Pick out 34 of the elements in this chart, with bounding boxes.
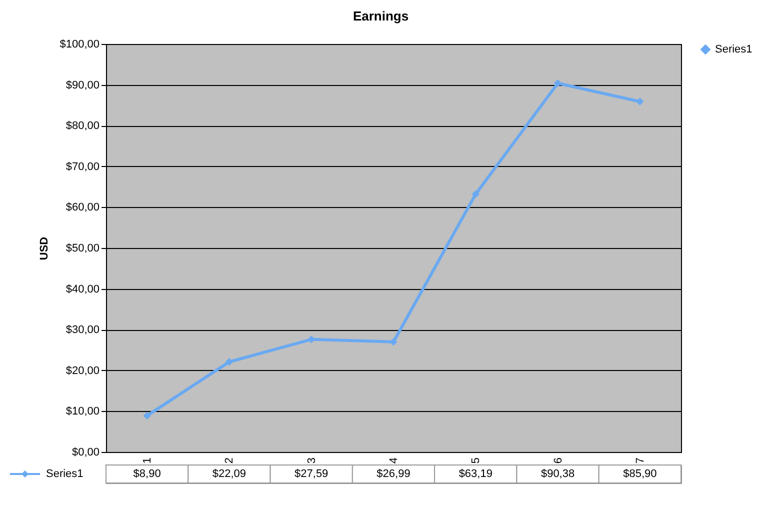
data-label: $27,59 — [294, 468, 328, 480]
point — [554, 79, 562, 88]
data-label: $8,90 — [133, 468, 161, 480]
y-tick-label: $80,00 — [66, 120, 100, 132]
x-tick-label: 2 — [224, 458, 236, 464]
y-tick-label: $20,00 — [66, 364, 100, 377]
point — [143, 412, 151, 420]
data-label: $85,90 — [623, 468, 657, 480]
point — [472, 190, 480, 198]
y-axis-title: USD — [38, 236, 51, 260]
point — [636, 98, 644, 106]
y-tick-label: $60,00 — [66, 202, 100, 214]
y-tick-label: $90,00 — [66, 79, 100, 92]
y-tick-label: $100,00 — [60, 38, 100, 50]
x-tick-label: 5 — [470, 458, 482, 464]
x-tick-label: 6 — [552, 458, 564, 464]
x-tick-label: 1 — [142, 458, 154, 464]
text: Series1 — [46, 468, 84, 480]
data-label: $63,19 — [458, 468, 492, 480]
data-label: $22,09 — [212, 468, 246, 480]
x-tick-label: 3 — [306, 458, 318, 464]
legend-label: Series1 — [715, 44, 752, 56]
y-tick-label: $70,00 — [66, 160, 100, 173]
x-tick-label: 7 — [634, 458, 646, 464]
y-tick-label: $0,00 — [72, 446, 100, 458]
chart-title: Earnings — [352, 8, 409, 24]
y-tick-label: $10,00 — [66, 406, 100, 418]
data-label: $26,99 — [376, 468, 410, 480]
data-label: $90,38 — [540, 468, 575, 480]
point — [225, 358, 234, 366]
y-tick-label: $30,00 — [66, 324, 100, 336]
x-tick-label: 4 — [388, 458, 400, 464]
y-tick-label: $50,00 — [66, 242, 100, 254]
y-tick-label: $40,00 — [66, 283, 100, 296]
